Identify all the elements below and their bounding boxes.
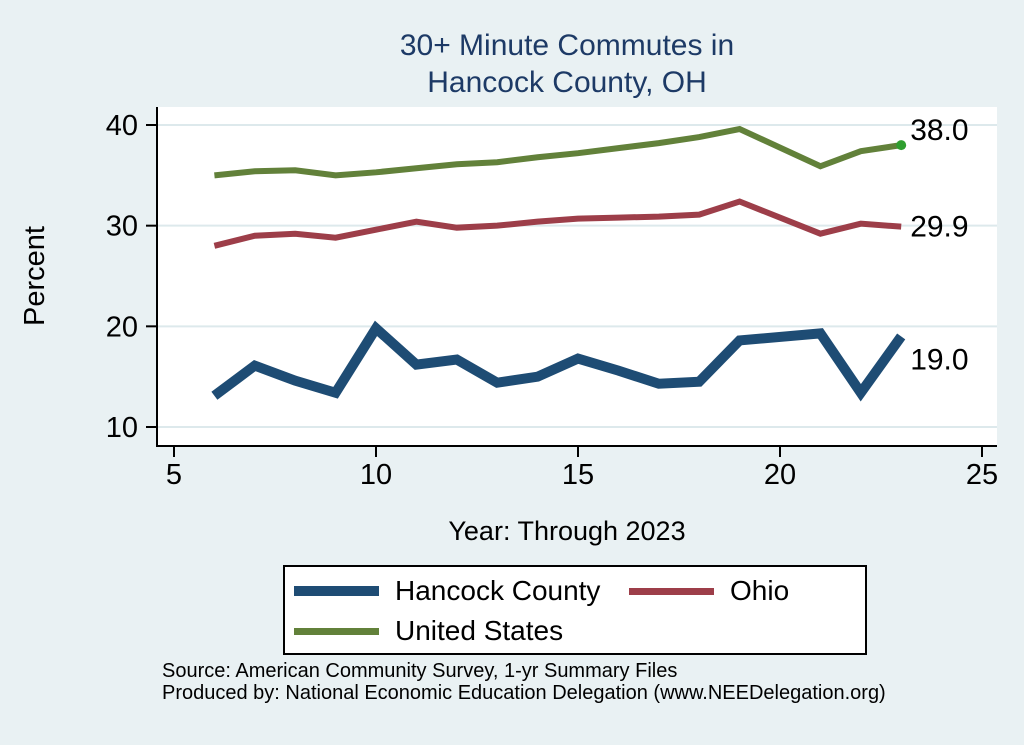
x-tick-label-5: 5 [166,459,182,491]
plot-area [157,107,997,446]
x-tick-label-20: 20 [764,459,796,491]
line-united-states [214,125,902,179]
x-tick-label-25: 25 [966,459,998,491]
end-label-hancock-county: 19.0 [910,343,968,376]
end-marker-united-states [896,140,907,151]
chart-title-line2: Hancock County, OH [427,66,707,99]
end-label-united-states: 38.0 [910,114,968,147]
y-tick-label-20: 20 [106,311,138,343]
legend: Hancock County Ohio United States [283,565,867,655]
y-axis-title: Percent [19,226,51,326]
y-tick-label-10: 10 [106,412,138,444]
chart-title: 30+ Minute Commutes in Hancock County, O… [110,27,1024,101]
source-line1: Source: American Community Survey, 1-yr … [162,660,678,682]
plot-svg: 40 30 20 10 5 10 15 20 25 19.0 29.9 38.0 Percent [19,107,998,491]
annotations-group: 19.0 29.9 38.0 [896,114,969,376]
legend-item-hancock-county: Hancock County [294,573,600,609]
legend-swatch-ohio [629,587,714,595]
legend-label-united-states: United States [395,615,564,646]
x-tick-label-15: 15 [562,459,594,491]
legend-label-hancock-county: Hancock County [395,575,601,606]
y-tick-label-40: 40 [106,110,138,142]
source-note: Source: American Community Survey, 1-yr … [162,660,886,704]
legend-item-united-states: United States [294,613,563,649]
ticks-group: 40 30 20 10 5 10 15 20 25 [106,110,998,491]
x-axis-title: Year: Through 2023 [448,516,686,546]
legend-label-ohio: Ohio [730,575,790,606]
series-group [211,125,906,402]
line-hancock-county [211,320,906,402]
end-label-ohio: 29.9 [910,211,968,244]
source-line2: Produced by: National Economic Education… [162,681,886,704]
legend-item-ohio: Ohio [629,573,789,609]
legend-swatch-united-states [294,627,379,635]
y-tick-label-30: 30 [106,211,138,243]
x-tick-label-10: 10 [360,459,392,491]
line-ohio [213,198,902,249]
legend-swatch-hancock-county [294,586,379,596]
chart-title-line1: 30+ Minute Commutes in [399,29,735,62]
